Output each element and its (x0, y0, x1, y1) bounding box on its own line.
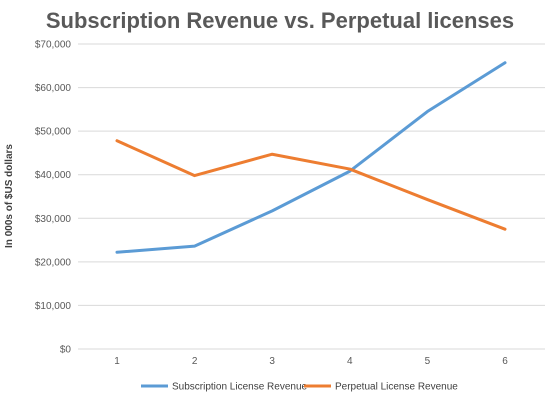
legend: Subscription License Revenue Perpetual Li… (141, 382, 458, 393)
x-tick-label: 4 (347, 356, 353, 367)
series-line (115, 139, 507, 231)
x-tick-label: 3 (269, 356, 275, 367)
series-line (115, 61, 507, 254)
x-tick-label: 6 (502, 356, 508, 367)
y-axis-ticks: $0 $10,000 $20,000 $30,000 $40,000 $50,000 $60… (35, 40, 72, 356)
x-tick-label: 5 (425, 356, 431, 367)
x-axis-ticks: 1 2 3 4 5 6 (114, 356, 508, 367)
y-tick-label: $30,000 (35, 214, 72, 225)
legend-label: Subscription License Revenue (172, 382, 308, 393)
y-tick-label: $70,000 (35, 40, 72, 51)
x-tick-label: 1 (114, 356, 120, 367)
x-tick-label: 2 (192, 356, 198, 367)
y-tick-label: $10,000 (35, 301, 72, 312)
y-tick-label: $50,000 (35, 127, 72, 138)
y-tick-label: $0 (60, 345, 72, 356)
legend-label: Perpetual License Revenue (335, 382, 458, 393)
y-tick-label: $40,000 (35, 170, 72, 181)
chart-title: Subscription Revenue vs. Perpetual licen… (46, 8, 514, 33)
y-axis-label: In 000s of $US dollars (4, 144, 15, 248)
y-tick-label: $20,000 (35, 257, 72, 268)
y-tick-label: $60,000 (35, 83, 72, 94)
series-lines (115, 61, 507, 254)
gridlines (78, 43, 545, 350)
